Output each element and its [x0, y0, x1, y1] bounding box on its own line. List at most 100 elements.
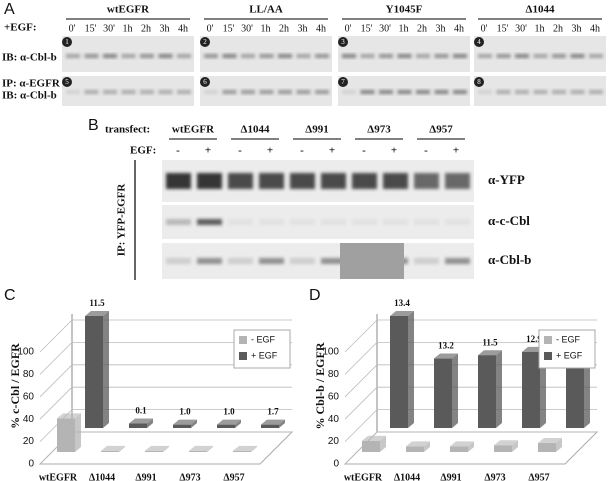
row-label: IB: α-Cbl-b	[2, 52, 57, 64]
bar-side	[380, 435, 386, 452]
grid-line	[344, 431, 597, 465]
band	[552, 90, 566, 94]
x-tick-label: Δ1044	[394, 472, 420, 481]
transfect-label: transfect:	[105, 124, 150, 136]
bar-side	[207, 445, 213, 452]
bar-top	[390, 311, 414, 316]
band	[445, 219, 470, 225]
panel-label: D	[309, 287, 321, 304]
band	[397, 90, 412, 94]
bar	[566, 358, 584, 428]
bar-side	[424, 441, 430, 452]
band	[259, 219, 284, 225]
grid-line	[39, 341, 292, 375]
x-tick-label: Δ957	[528, 472, 549, 481]
x-tick-label: Δ957	[223, 472, 244, 481]
grid-line	[39, 319, 292, 353]
bar-side	[279, 419, 285, 428]
time-label: 15'	[361, 23, 373, 34]
number-badge	[200, 37, 210, 47]
bar-top	[450, 441, 474, 447]
band	[397, 54, 412, 58]
time-label: 15'	[85, 23, 97, 34]
bar	[538, 443, 556, 452]
band	[84, 90, 99, 94]
y-tick-label: 80	[23, 369, 35, 380]
bar-label: 12.9	[526, 334, 542, 344]
band	[228, 173, 253, 189]
construct: Δ991	[305, 124, 328, 136]
y-axis-label: % Cbl-b / EGFR	[313, 342, 327, 429]
band	[66, 90, 80, 94]
time-label: 2h	[417, 23, 427, 34]
bar-label: 1.0	[179, 407, 191, 417]
bar-top	[129, 418, 153, 424]
treatment: -	[238, 145, 242, 157]
bar-side	[512, 440, 518, 452]
bar	[129, 423, 147, 428]
band	[259, 173, 284, 189]
time-label: 1h	[261, 23, 271, 34]
band	[416, 54, 430, 58]
y-tick-label: 100	[322, 347, 339, 358]
group-name: wtEGFR	[107, 4, 150, 16]
x-tick-label: Δ973	[179, 472, 200, 481]
bar-top	[362, 435, 386, 441]
number: 5	[65, 78, 69, 86]
egf-label: +EGF:	[4, 22, 37, 34]
band	[290, 258, 315, 264]
y-tick-label: 0	[28, 459, 34, 470]
bar-label: 13.4	[394, 298, 410, 308]
band	[533, 90, 548, 94]
band	[177, 90, 191, 94]
grid-line	[344, 386, 597, 420]
band	[228, 219, 253, 225]
bar	[390, 316, 408, 428]
bar-side	[163, 445, 169, 452]
band	[197, 258, 222, 264]
band	[290, 219, 315, 225]
band	[445, 173, 470, 189]
ip-label: IP: YFP-EGFR	[116, 183, 128, 257]
number-badge	[338, 37, 348, 47]
bar-side	[496, 350, 502, 428]
number-badge	[474, 77, 484, 87]
band	[570, 90, 585, 94]
bar-side	[75, 413, 81, 452]
y-tick-label: 20	[23, 436, 35, 447]
time-label: 30'	[515, 23, 527, 34]
y-tick-label: 20	[328, 436, 340, 447]
number: 4	[477, 38, 481, 46]
band	[352, 173, 377, 189]
time-label: 4h	[316, 23, 326, 34]
bar	[362, 440, 380, 452]
time-label: 2h	[279, 23, 289, 34]
bar	[57, 418, 75, 452]
band	[84, 54, 99, 58]
band	[241, 54, 255, 58]
bar	[522, 351, 540, 428]
grid-line	[344, 364, 597, 398]
band	[166, 258, 191, 264]
band	[496, 54, 511, 58]
panel-label: B	[88, 117, 99, 134]
band	[259, 258, 284, 264]
band	[533, 54, 548, 58]
row-label: IP: α-EGFR	[2, 78, 61, 90]
bar-side	[103, 311, 109, 428]
band	[66, 54, 80, 58]
number: 7	[341, 78, 345, 86]
time-label: 0'	[481, 23, 488, 34]
band	[315, 90, 329, 94]
treatment: -	[176, 145, 180, 157]
time-label: 0'	[207, 23, 214, 34]
number-badge	[62, 77, 72, 87]
bar-side	[452, 353, 458, 428]
construct: wtEGFR	[172, 124, 215, 136]
time-label: 0'	[69, 23, 76, 34]
x-tick-label: Δ1044	[89, 472, 115, 481]
band	[290, 173, 315, 189]
bar	[217, 424, 235, 428]
x-tick-label: Δ991	[135, 472, 156, 481]
band	[445, 258, 470, 264]
